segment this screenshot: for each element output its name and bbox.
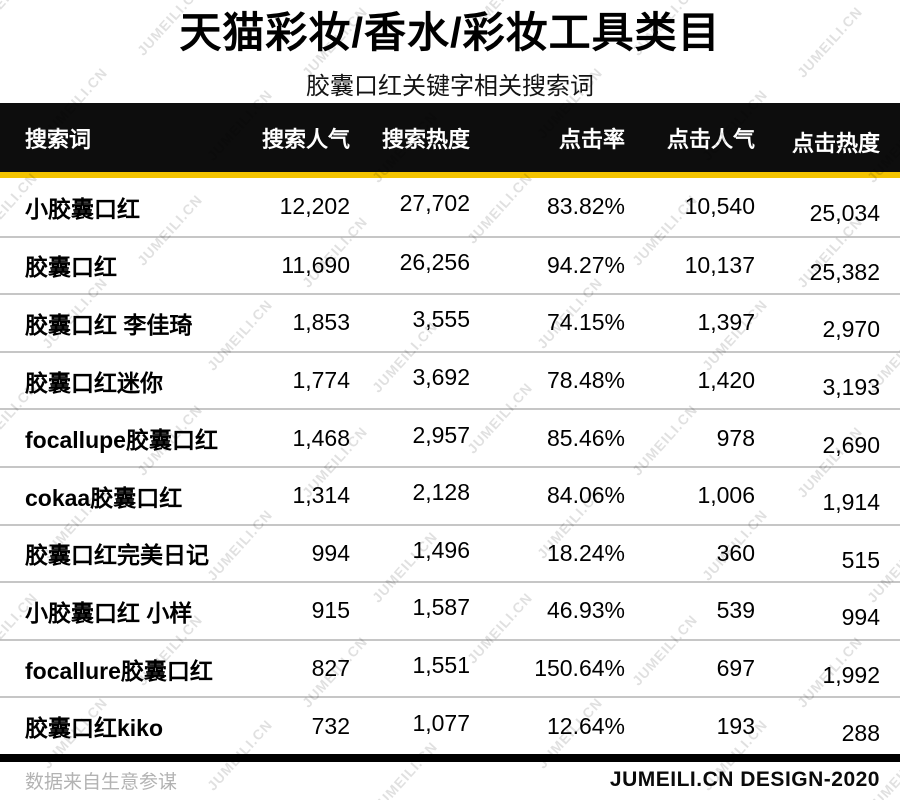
column-header-search-heat: 搜索热度 [381,126,470,152]
value-cell: 1,397 [697,309,755,336]
table-row: focallure胶囊口红 827 1,551 150.64% 697 1,992 [0,638,900,697]
value-cell: 1,077 [412,709,470,736]
value-cell: 25,382 [809,258,880,285]
value-cell: 1,853 [292,309,350,336]
column-header-click-rate: 点击率 [558,126,625,152]
table-row: 小胶囊口红 小样 915 1,587 46.93% 539 994 [0,581,900,639]
table-row: focallupe胶囊口红 1,468 2,957 85.46% 978 2,690 [0,408,900,466]
value-cell: 78.48% [546,367,625,394]
footer-divider [0,754,900,762]
table-body: 小胶囊口红 12,202 27,702 83.82% 10,540 25,034 胶囊口红 1… [0,178,900,754]
value-cell: 18.24% [546,539,625,566]
keyword-cell: focallure胶囊口红 [25,657,213,684]
value-cell: 10,540 [684,193,755,220]
accent-divider [0,172,900,178]
value-cell: 84.06% [546,482,625,509]
value-cell: 1,551 [412,652,470,679]
table-row: 胶囊口红完美日记 994 1,496 18.24% 360 515 [0,523,900,582]
value-cell: 85.46% [546,424,625,451]
value-cell: 83.82% [546,193,625,220]
value-cell: 10,137 [684,251,755,278]
value-cell: 697 [716,655,755,682]
value-cell: 3,193 [822,374,880,401]
value-cell: 915 [311,597,350,624]
table-header: 搜索词 搜索人气 搜索热度 点击率 点击人气 点击热度 [0,103,900,172]
value-cell: 1,992 [822,662,880,689]
keyword-cell: focallupe胶囊口红 [25,427,218,454]
value-cell: 2,128 [412,479,470,506]
value-cell: 27,702 [399,190,470,217]
value-cell: 360 [716,539,755,566]
value-cell: 193 [716,712,755,739]
keyword-cell: cokaa胶囊口红 [25,484,183,511]
value-cell: 74.15% [546,309,625,336]
value-cell: 1,496 [412,536,470,563]
value-cell: 288 [841,719,880,746]
value-cell: 12.64% [546,712,625,739]
value-cell: 2,957 [412,421,470,448]
value-cell: 539 [716,597,755,624]
value-cell: 732 [311,712,350,739]
keyword-cell: 胶囊口红 [25,254,117,281]
value-cell: 994 [311,539,350,566]
value-cell: 26,256 [399,248,470,275]
value-cell: 1,006 [697,482,755,509]
value-cell: 94.27% [546,251,625,278]
value-cell: 1,314 [292,482,350,509]
value-cell: 12,202 [279,193,350,220]
value-cell: 1,587 [412,594,470,621]
column-header-keyword: 搜索词 [25,126,92,152]
keyword-cell: 胶囊口红完美日记 [25,542,209,569]
value-cell: 978 [716,424,755,451]
column-header-click-heat: 点击热度 [791,130,880,156]
value-cell: 1,774 [292,367,350,394]
value-cell: 25,034 [809,200,880,227]
value-cell: 827 [311,655,350,682]
column-header-click-popularity: 点击人气 [666,126,755,152]
value-cell: 1,468 [292,424,350,451]
keyword-cell: 胶囊口红kiko [25,715,164,742]
value-cell: 994 [841,604,880,631]
table-row: 胶囊口红kiko 732 1,077 12.64% 193 288 [0,696,900,754]
table-row: 胶囊口红 李佳琦 1,853 3,555 74.15% 1,397 2,970 [0,293,900,351]
data-source-note: 数据来自生意参谋 [25,771,178,793]
table-row: 胶囊口红 11,690 26,256 94.27% 10,137 25,382 [0,235,900,294]
value-cell: 515 [841,546,880,573]
value-cell: 1,420 [697,367,755,394]
page-subtitle: 胶囊口红关键字相关搜索词 [306,73,594,100]
value-cell: 11,690 [281,251,350,278]
value-cell: 150.64% [534,655,625,682]
value-cell: 3,555 [412,306,470,333]
keyword-cell: 胶囊口红 李佳琦 [25,311,193,338]
table-row: 小胶囊口红 12,202 27,702 83.82% 10,540 25,034 [0,178,900,236]
keyword-cell: 胶囊口红迷你 [25,369,163,396]
value-cell: 46.93% [546,597,625,624]
keyword-cell: 小胶囊口红 小样 [25,599,193,626]
design-credit: JUMEILI.CN DESIGN-2020 [609,768,880,791]
value-cell: 2,690 [822,431,880,458]
table-row: 胶囊口红迷你 1,774 3,692 78.48% 1,420 3,193 [0,350,900,409]
column-header-search-popularity: 搜索人气 [261,126,350,152]
value-cell: 1,914 [822,489,880,516]
value-cell: 3,692 [412,364,470,391]
table-row: cokaa胶囊口红 1,314 2,128 84.06% 1,006 1,914 [0,465,900,524]
value-cell: 2,970 [822,316,880,343]
keyword-cell: 小胶囊口红 [25,195,140,222]
page-title: 天猫彩妆/香水/彩妆工具类目 [179,9,721,56]
footer: 数据来自生意参谋 JUMEILI.CN DESIGN-2020 [25,762,880,798]
